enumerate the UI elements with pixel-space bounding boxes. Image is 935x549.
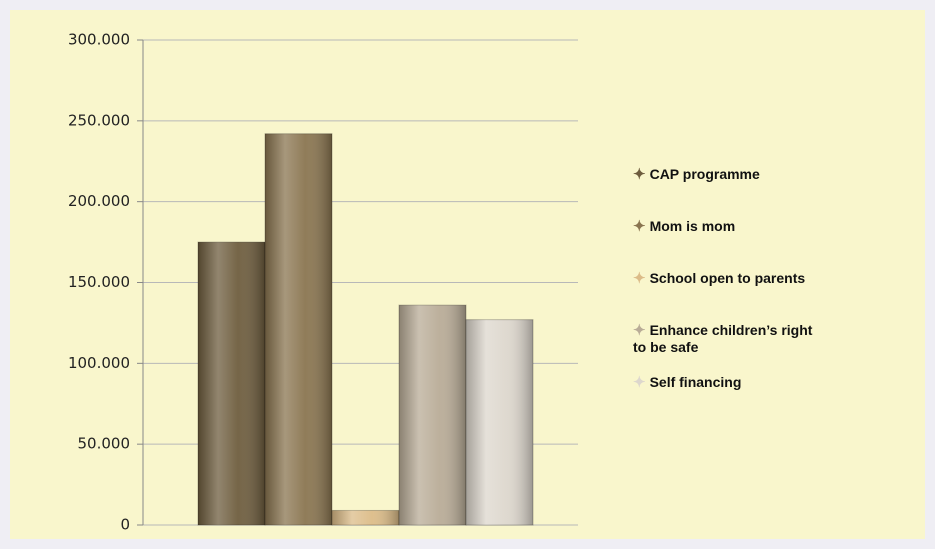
bar xyxy=(331,509,400,526)
legend-item: ✦ Self financing xyxy=(633,373,893,425)
bar xyxy=(465,319,534,526)
y-tick-label: 100.000 xyxy=(68,354,130,372)
legend-item: ✦ CAP programme xyxy=(633,165,893,217)
bar xyxy=(398,304,467,526)
legend-label: Self financing xyxy=(649,374,742,390)
legend-marker: ✦ xyxy=(633,218,646,235)
legend-label: School open to parents xyxy=(649,270,806,286)
legend: ✦ CAP programme ✦ Mom is mom ✦ School open to… xyxy=(633,165,893,425)
legend-marker: ✦ xyxy=(633,322,646,339)
legend-item: ✦ School open to parents xyxy=(633,269,893,321)
legend-marker: ✦ xyxy=(633,270,646,287)
legend-item: ✦ Enhance children’s right to be safe xyxy=(633,321,823,373)
y-tick-label: 0 xyxy=(120,516,130,534)
y-tick-label: 200.000 xyxy=(68,192,130,210)
legend-label: Mom is mom xyxy=(649,218,736,234)
bar xyxy=(264,133,333,526)
legend-label: CAP programme xyxy=(649,166,760,182)
legend-marker: ✦ xyxy=(633,166,646,183)
y-tick-label: 250.000 xyxy=(68,111,130,129)
y-tick-label: 150.000 xyxy=(68,273,130,291)
legend-marker: ✦ xyxy=(633,374,646,391)
bar xyxy=(197,241,266,526)
legend-label: Enhance children’s right to be safe xyxy=(633,322,813,355)
y-tick-label: 50.000 xyxy=(78,435,131,453)
legend-item: ✦ Mom is mom xyxy=(633,217,893,269)
y-tick-label: 300.000 xyxy=(68,31,130,49)
